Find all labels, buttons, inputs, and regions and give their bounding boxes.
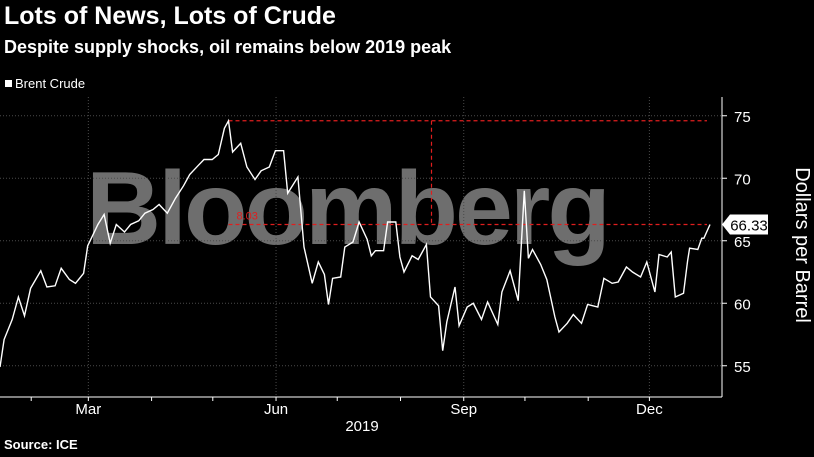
x-tick-label: Jun xyxy=(264,401,288,418)
y-tick-label: 70 xyxy=(734,171,751,188)
last-value-label: 66.33 xyxy=(730,218,768,235)
gap-label: 8.03 xyxy=(237,211,258,223)
last-value-box xyxy=(722,214,768,235)
legend: Brent Crude xyxy=(5,76,85,91)
y-axis-label: Dollars per Barrel xyxy=(791,167,813,323)
x-tick-label: Mar xyxy=(75,401,101,418)
x-axis: Mar Jun Sep Dec xyxy=(0,396,722,418)
y-tick-label: 60 xyxy=(734,296,751,313)
y-tick-label: 75 xyxy=(734,109,751,126)
legend-swatch xyxy=(5,80,12,87)
y-tick-label: 65 xyxy=(734,234,751,251)
gridlines xyxy=(0,97,722,397)
gap-annotations: 8.03 xyxy=(228,120,707,226)
y-tick-label: 55 xyxy=(734,359,751,376)
legend-label-brent-crude: Brent Crude xyxy=(15,76,86,91)
x-axis-year-label: 2019 xyxy=(345,418,378,435)
source-note: Source: ICE xyxy=(4,437,78,452)
x-tick-label: Sep xyxy=(450,401,477,418)
chart-title: Lots of News, Lots of Crude xyxy=(4,2,336,30)
chart-subtitle: Despite supply shocks, oil remains below… xyxy=(4,37,452,57)
y-axis: 55 60 65 70 75 xyxy=(721,97,751,397)
last-value-tag: 66.33 xyxy=(722,214,768,235)
x-tick-label: Dec xyxy=(636,401,663,418)
series-line-brent-crude xyxy=(0,118,711,368)
